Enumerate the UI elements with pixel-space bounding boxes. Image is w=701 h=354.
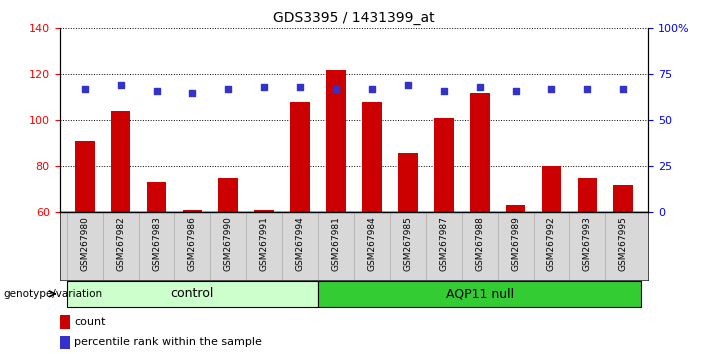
Bar bbox=[147, 183, 166, 212]
Text: GSM267980: GSM267980 bbox=[80, 216, 89, 271]
Bar bbox=[398, 153, 418, 212]
Point bbox=[223, 86, 234, 92]
Text: GSM267992: GSM267992 bbox=[547, 216, 556, 270]
Point bbox=[438, 88, 449, 94]
Point bbox=[402, 82, 414, 88]
Bar bbox=[318, 281, 641, 307]
Point bbox=[330, 86, 341, 92]
Bar bbox=[111, 111, 130, 212]
Text: percentile rank within the sample: percentile rank within the sample bbox=[74, 337, 262, 348]
Text: GSM267982: GSM267982 bbox=[116, 216, 125, 270]
Point bbox=[367, 86, 378, 92]
Bar bbox=[326, 70, 346, 212]
Bar bbox=[60, 315, 70, 329]
Text: GSM267985: GSM267985 bbox=[403, 216, 412, 271]
Point bbox=[115, 82, 126, 88]
Text: count: count bbox=[74, 317, 106, 327]
Bar bbox=[505, 205, 526, 212]
Bar bbox=[362, 102, 382, 212]
Text: GSM267995: GSM267995 bbox=[619, 216, 628, 271]
Title: GDS3395 / 1431399_at: GDS3395 / 1431399_at bbox=[273, 11, 435, 24]
Point bbox=[474, 84, 485, 90]
Point bbox=[546, 86, 557, 92]
Bar bbox=[60, 336, 70, 349]
Bar bbox=[75, 141, 95, 212]
Text: GSM267984: GSM267984 bbox=[367, 216, 376, 270]
Point bbox=[582, 86, 593, 92]
Text: genotype/variation: genotype/variation bbox=[4, 289, 102, 299]
Point bbox=[259, 84, 270, 90]
Text: GSM267993: GSM267993 bbox=[583, 216, 592, 271]
Bar bbox=[67, 281, 318, 307]
Text: GSM267990: GSM267990 bbox=[224, 216, 233, 271]
Bar bbox=[434, 118, 454, 212]
Bar bbox=[290, 102, 310, 212]
Point bbox=[510, 88, 521, 94]
Text: GSM267987: GSM267987 bbox=[440, 216, 448, 271]
Bar bbox=[219, 178, 238, 212]
Text: GSM267991: GSM267991 bbox=[260, 216, 268, 271]
Bar bbox=[254, 210, 274, 212]
Bar bbox=[182, 210, 203, 212]
Bar bbox=[470, 93, 489, 212]
Bar bbox=[542, 166, 562, 212]
Point bbox=[79, 86, 90, 92]
Point bbox=[151, 88, 162, 94]
Text: GSM267983: GSM267983 bbox=[152, 216, 161, 271]
Point bbox=[294, 84, 306, 90]
Text: GSM267988: GSM267988 bbox=[475, 216, 484, 271]
Text: AQP11 null: AQP11 null bbox=[446, 287, 514, 300]
Text: GSM267989: GSM267989 bbox=[511, 216, 520, 271]
Text: GSM267986: GSM267986 bbox=[188, 216, 197, 271]
Text: GSM267981: GSM267981 bbox=[332, 216, 341, 271]
Point bbox=[187, 90, 198, 96]
Text: control: control bbox=[171, 287, 214, 300]
Text: GSM267994: GSM267994 bbox=[296, 216, 305, 270]
Bar bbox=[578, 178, 597, 212]
Bar bbox=[613, 185, 633, 212]
Point bbox=[618, 86, 629, 92]
